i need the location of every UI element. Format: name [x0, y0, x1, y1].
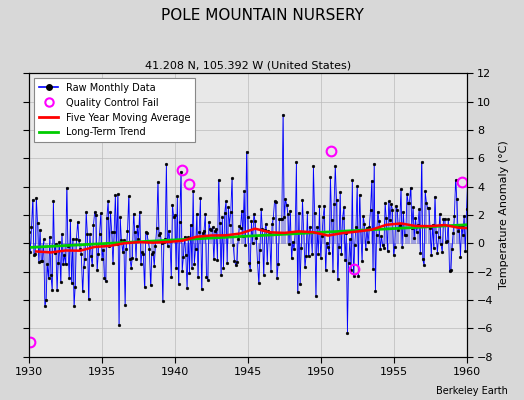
Legend: Raw Monthly Data, Quality Control Fail, Five Year Moving Average, Long-Term Tren: Raw Monthly Data, Quality Control Fail, …: [34, 78, 195, 142]
Title: 41.208 N, 105.392 W (United States): 41.208 N, 105.392 W (United States): [145, 61, 351, 71]
Text: POLE MOUNTAIN NURSERY: POLE MOUNTAIN NURSERY: [160, 8, 364, 23]
Text: Berkeley Earth: Berkeley Earth: [436, 386, 508, 396]
Y-axis label: Temperature Anomaly (°C): Temperature Anomaly (°C): [499, 140, 509, 289]
